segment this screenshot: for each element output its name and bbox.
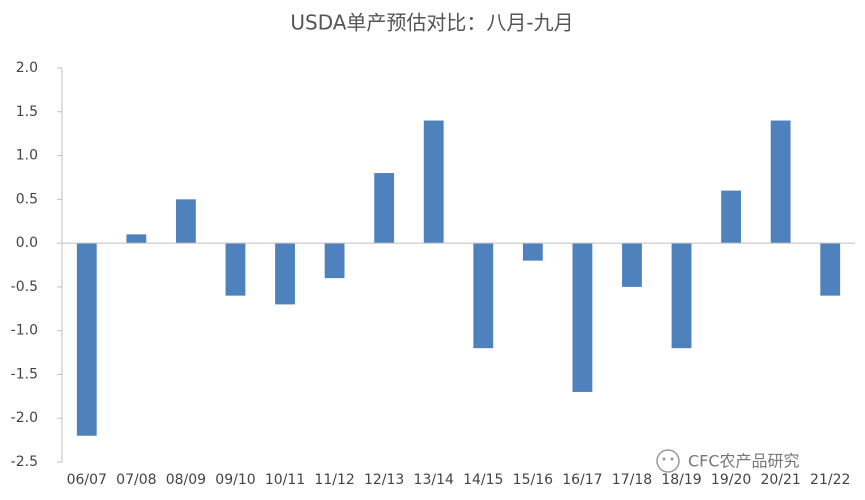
- watermark: CFC农产品研究: [688, 452, 800, 471]
- x-tick-label: 16/17: [562, 472, 602, 488]
- x-tick-label: 15/16: [513, 472, 553, 488]
- bar: [423, 120, 444, 244]
- bar: [473, 243, 494, 349]
- y-tick-label: -1.0: [11, 323, 38, 339]
- chart-title: USDA单产预估对比：八月-九月: [290, 11, 573, 35]
- x-tick-label: 09/10: [215, 472, 255, 488]
- y-tick-label: -2.0: [11, 410, 38, 426]
- y-tick-label: 1.0: [16, 148, 38, 164]
- x-tick-label: 19/20: [711, 472, 751, 488]
- bar: [324, 243, 345, 279]
- y-tick-label: -0.5: [11, 279, 38, 295]
- x-tick-label: 10/11: [265, 472, 305, 488]
- x-tick-label: 21/22: [810, 472, 850, 488]
- bar: [671, 243, 692, 349]
- bar: [175, 199, 196, 244]
- x-tick-label: 11/12: [314, 472, 354, 488]
- bar: [374, 173, 395, 244]
- bar: [275, 243, 295, 305]
- bar: [225, 243, 246, 296]
- x-tick-label: 06/07: [67, 472, 107, 488]
- x-tick-label: 20/21: [760, 472, 800, 488]
- y-tick-label: 1.5: [16, 104, 38, 120]
- x-tick-label: 08/09: [166, 472, 206, 488]
- bar: [721, 190, 742, 244]
- y-tick-label: 2.0: [16, 60, 38, 76]
- bar: [622, 243, 642, 287]
- y-tick-label: 0.0: [16, 235, 38, 251]
- y-tick-label: -2.5: [11, 454, 38, 470]
- x-tick-label: 14/15: [463, 472, 503, 488]
- bar: [126, 234, 147, 244]
- bar: [820, 243, 841, 296]
- bar: [770, 120, 791, 244]
- x-tick-label: 18/19: [661, 472, 701, 488]
- x-tick-label: 07/08: [116, 472, 156, 488]
- bar: [76, 243, 97, 436]
- y-tick-label: -1.5: [11, 366, 38, 382]
- x-tick-label: 12/13: [364, 472, 404, 488]
- x-tick-label: 13/14: [414, 472, 454, 488]
- watermark-icon: [656, 449, 680, 473]
- y-tick-label: 0.5: [16, 191, 38, 207]
- x-tick-label: 17/18: [612, 472, 652, 488]
- bar: [572, 243, 593, 392]
- bar: [522, 243, 543, 261]
